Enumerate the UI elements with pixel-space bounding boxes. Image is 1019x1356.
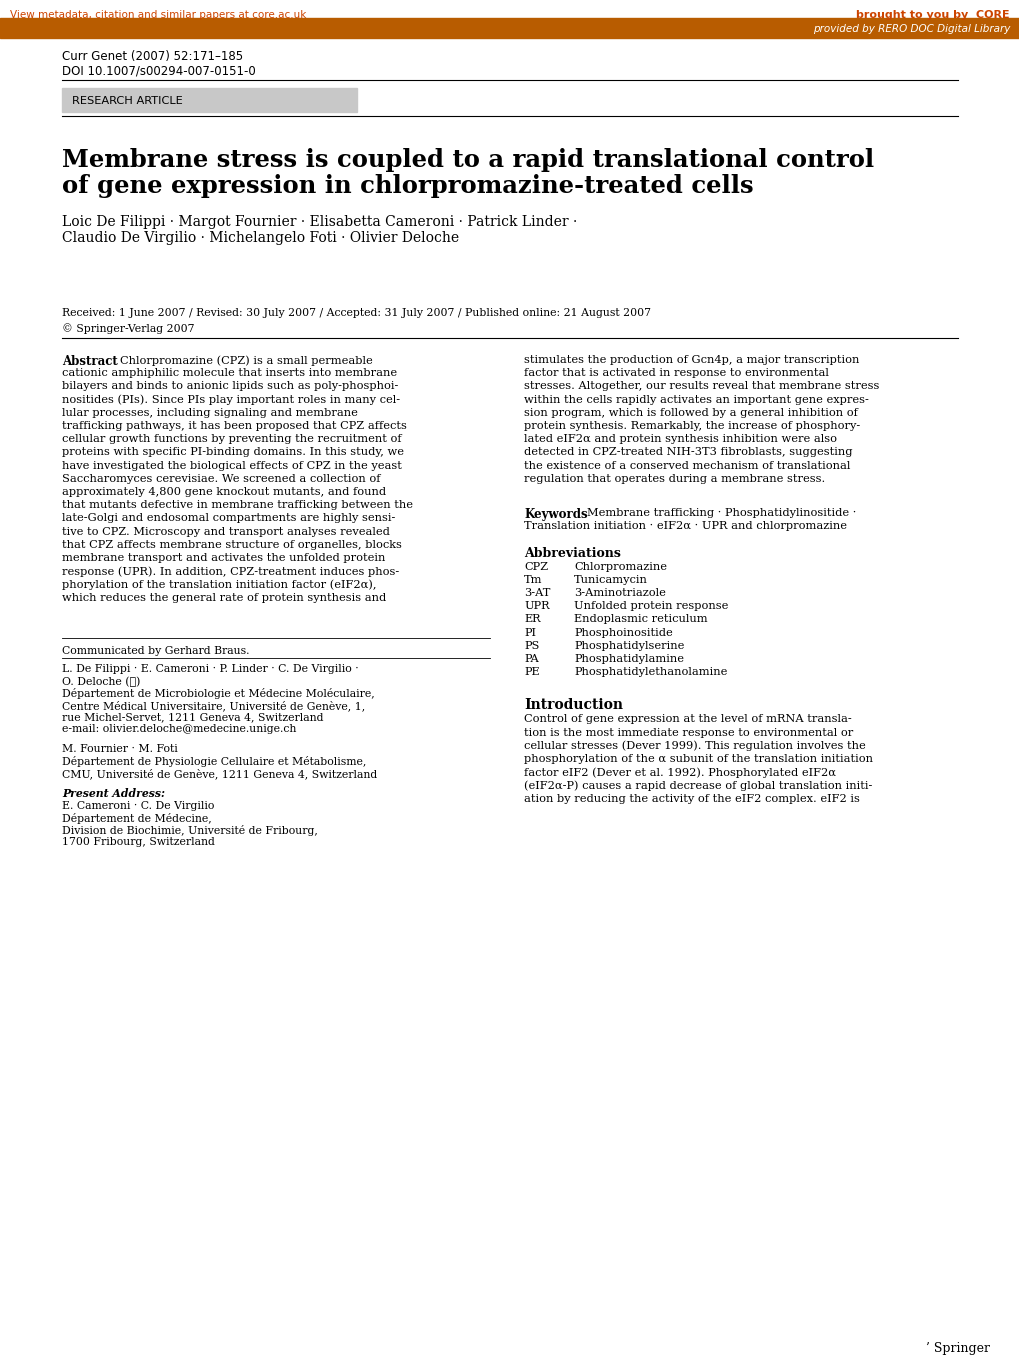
Text: protein synthesis. Remarkably, the increase of phosphory-: protein synthesis. Remarkably, the incre… xyxy=(524,420,859,431)
Text: cellular stresses (Dever 1999). This regulation involves the: cellular stresses (Dever 1999). This reg… xyxy=(524,740,865,751)
Text: PS: PS xyxy=(524,641,539,651)
Text: 1700 Fribourg, Switzerland: 1700 Fribourg, Switzerland xyxy=(62,837,215,848)
Text: Unfolded protein response: Unfolded protein response xyxy=(574,601,728,612)
Text: phorylation of the translation initiation factor (eIF2α),: phorylation of the translation initiatio… xyxy=(62,579,376,590)
Text: Centre Médical Universitaire, Université de Genève, 1,: Centre Médical Universitaire, Université… xyxy=(62,700,365,711)
Text: RESEARCH ARTICLE: RESEARCH ARTICLE xyxy=(72,96,182,106)
Text: tive to CPZ. Microscopy and transport analyses revealed: tive to CPZ. Microscopy and transport an… xyxy=(62,526,389,537)
Text: membrane transport and activates the unfolded protein: membrane transport and activates the unf… xyxy=(62,553,385,563)
Text: Chlorpromazine (CPZ) is a small permeable: Chlorpromazine (CPZ) is a small permeabl… xyxy=(120,355,372,366)
Text: CMU, Université de Genève, 1211 Geneva 4, Switzerland: CMU, Université de Genève, 1211 Geneva 4… xyxy=(62,767,377,778)
Text: response (UPR). In addition, CPZ-treatment induces phos-: response (UPR). In addition, CPZ-treatme… xyxy=(62,567,398,576)
Text: Present Address:: Present Address: xyxy=(62,788,165,799)
Text: ’ Springer: ’ Springer xyxy=(925,1342,989,1355)
Text: Tunicamycin: Tunicamycin xyxy=(574,575,647,584)
Text: Département de Physiologie Cellulaire et Métabolisme,: Département de Physiologie Cellulaire et… xyxy=(62,757,366,767)
Text: Abstract: Abstract xyxy=(62,355,117,367)
Text: CPZ: CPZ xyxy=(524,561,547,572)
Text: Chlorpromazine: Chlorpromazine xyxy=(574,561,666,572)
Text: the existence of a conserved mechanism of translational: the existence of a conserved mechanism o… xyxy=(524,461,850,471)
Text: stimulates the production of Gcn4p, a major transcription: stimulates the production of Gcn4p, a ma… xyxy=(524,355,859,365)
Text: within the cells rapidly activates an important gene expres-: within the cells rapidly activates an im… xyxy=(524,395,868,404)
Text: Introduction: Introduction xyxy=(524,698,623,712)
Text: ER: ER xyxy=(524,614,540,624)
Text: Membrane stress is coupled to a rapid translational control: Membrane stress is coupled to a rapid tr… xyxy=(62,148,873,172)
Text: of gene expression in chlorpromazine-treated cells: of gene expression in chlorpromazine-tre… xyxy=(62,174,753,198)
Text: phosphorylation of the α subunit of the translation initiation: phosphorylation of the α subunit of the … xyxy=(524,754,872,763)
Text: nositides (PIs). Since PIs play important roles in many cel-: nositides (PIs). Since PIs play importan… xyxy=(62,395,399,405)
Text: that mutants defective in membrane trafficking between the: that mutants defective in membrane traff… xyxy=(62,500,413,510)
Text: Division de Biochimie, Université de Fribourg,: Division de Biochimie, Université de Fri… xyxy=(62,824,318,837)
Text: Phosphatidylamine: Phosphatidylamine xyxy=(574,654,684,664)
Text: lated eIF2α and protein synthesis inhibition were also: lated eIF2α and protein synthesis inhibi… xyxy=(524,434,837,445)
Bar xyxy=(0,18,1019,38)
Text: Control of gene expression at the level of mRNA transla-: Control of gene expression at the level … xyxy=(524,715,851,724)
Text: factor eIF2 (Dever et al. 1992). Phosphorylated eIF2α: factor eIF2 (Dever et al. 1992). Phospho… xyxy=(524,767,836,778)
Text: e-mail: olivier.deloche@medecine.unige.ch: e-mail: olivier.deloche@medecine.unige.c… xyxy=(62,724,297,734)
Text: brought to you by  CORE: brought to you by CORE xyxy=(856,9,1009,20)
Text: factor that is activated in response to environmental: factor that is activated in response to … xyxy=(524,369,828,378)
Text: that CPZ affects membrane structure of organelles, blocks: that CPZ affects membrane structure of o… xyxy=(62,540,401,549)
Text: Département de Microbiologie et Médecine Moléculaire,: Département de Microbiologie et Médecine… xyxy=(62,687,374,698)
Text: 3-Aminotriazole: 3-Aminotriazole xyxy=(574,589,665,598)
Text: Saccharomyces cerevisiae. We screened a collection of: Saccharomyces cerevisiae. We screened a … xyxy=(62,473,380,484)
Text: PE: PE xyxy=(524,667,539,677)
Text: Phosphatidylethanolamine: Phosphatidylethanolamine xyxy=(574,667,727,677)
Text: Curr Genet (2007) 52:171–185: Curr Genet (2007) 52:171–185 xyxy=(62,50,243,62)
Text: Département de Médecine,: Département de Médecine, xyxy=(62,814,212,824)
Text: L. De Filippi · E. Cameroni · P. Linder · C. De Virgilio ·: L. De Filippi · E. Cameroni · P. Linder … xyxy=(62,664,359,674)
Text: Communicated by Gerhard Braus.: Communicated by Gerhard Braus. xyxy=(62,645,250,656)
Text: Loic De Filippi · Margot Fournier · Elisabetta Cameroni · Patrick Linder ·: Loic De Filippi · Margot Fournier · Elis… xyxy=(62,216,577,229)
Text: ation by reducing the activity of the eIF2 complex. eIF2 is: ation by reducing the activity of the eI… xyxy=(524,793,859,804)
Text: detected in CPZ-treated NIH-3T3 fibroblasts, suggesting: detected in CPZ-treated NIH-3T3 fibrobla… xyxy=(524,447,852,457)
Text: DOI 10.1007/s00294-007-0151-0: DOI 10.1007/s00294-007-0151-0 xyxy=(62,64,256,77)
Text: Tm: Tm xyxy=(524,575,542,584)
Text: Membrane trafficking · Phosphatidylinositide ·: Membrane trafficking · Phosphatidylinosi… xyxy=(586,508,856,518)
Text: stresses. Altogether, our results reveal that membrane stress: stresses. Altogether, our results reveal… xyxy=(524,381,878,392)
Text: approximately 4,800 gene knockout mutants, and found: approximately 4,800 gene knockout mutant… xyxy=(62,487,386,498)
Text: cationic amphiphilic molecule that inserts into membrane: cationic amphiphilic molecule that inser… xyxy=(62,369,396,378)
Text: Phosphatidylserine: Phosphatidylserine xyxy=(574,641,684,651)
Text: Keywords: Keywords xyxy=(524,508,587,521)
Text: PI: PI xyxy=(524,628,535,637)
Text: which reduces the general rate of protein synthesis and: which reduces the general rate of protei… xyxy=(62,593,386,602)
Text: View metadata, citation and similar papers at core.ac.uk: View metadata, citation and similar pape… xyxy=(10,9,306,20)
Text: O. Deloche (✉): O. Deloche (✉) xyxy=(62,677,141,686)
Text: E. Cameroni · C. De Virgilio: E. Cameroni · C. De Virgilio xyxy=(62,801,214,811)
Text: late-Golgi and endosomal compartments are highly sensi-: late-Golgi and endosomal compartments ar… xyxy=(62,514,395,523)
Text: lular processes, including signaling and membrane: lular processes, including signaling and… xyxy=(62,408,358,418)
Text: cellular growth functions by preventing the recruitment of: cellular growth functions by preventing … xyxy=(62,434,401,445)
Text: Endoplasmic reticulum: Endoplasmic reticulum xyxy=(574,614,707,624)
Text: regulation that operates during a membrane stress.: regulation that operates during a membra… xyxy=(524,473,824,484)
Text: 3-AT: 3-AT xyxy=(524,589,550,598)
Text: bilayers and binds to anionic lipids such as poly-phosphoi-: bilayers and binds to anionic lipids suc… xyxy=(62,381,398,392)
Text: proteins with specific PI-binding domains. In this study, we: proteins with specific PI-binding domain… xyxy=(62,447,404,457)
Text: M. Fournier · M. Foti: M. Fournier · M. Foti xyxy=(62,744,177,754)
Text: have investigated the biological effects of CPZ in the yeast: have investigated the biological effects… xyxy=(62,461,401,471)
Text: provided by RERO DOC Digital Library: provided by RERO DOC Digital Library xyxy=(812,24,1009,34)
Bar xyxy=(62,88,357,113)
Text: UPR: UPR xyxy=(524,601,549,612)
Text: Received: 1 June 2007 / Revised: 30 July 2007 / Accepted: 31 July 2007 / Publish: Received: 1 June 2007 / Revised: 30 July… xyxy=(62,308,650,319)
Text: tion is the most immediate response to environmental or: tion is the most immediate response to e… xyxy=(524,728,853,738)
Text: Claudio De Virgilio · Michelangelo Foti · Olivier Deloche: Claudio De Virgilio · Michelangelo Foti … xyxy=(62,231,459,245)
Text: PA: PA xyxy=(524,654,538,664)
Text: Translation initiation · eIF2α · UPR and chlorpromazine: Translation initiation · eIF2α · UPR and… xyxy=(524,522,846,532)
Text: rue Michel-Servet, 1211 Geneva 4, Switzerland: rue Michel-Servet, 1211 Geneva 4, Switze… xyxy=(62,712,323,721)
Text: Abbreviations: Abbreviations xyxy=(524,546,621,560)
Text: trafficking pathways, it has been proposed that CPZ affects: trafficking pathways, it has been propos… xyxy=(62,420,407,431)
Text: (eIF2α-P) causes a rapid decrease of global translation initi-: (eIF2α-P) causes a rapid decrease of glo… xyxy=(524,781,871,791)
Text: sion program, which is followed by a general inhibition of: sion program, which is followed by a gen… xyxy=(524,408,857,418)
Text: © Springer-Verlag 2007: © Springer-Verlag 2007 xyxy=(62,323,195,334)
Text: Phosphoinositide: Phosphoinositide xyxy=(574,628,673,637)
